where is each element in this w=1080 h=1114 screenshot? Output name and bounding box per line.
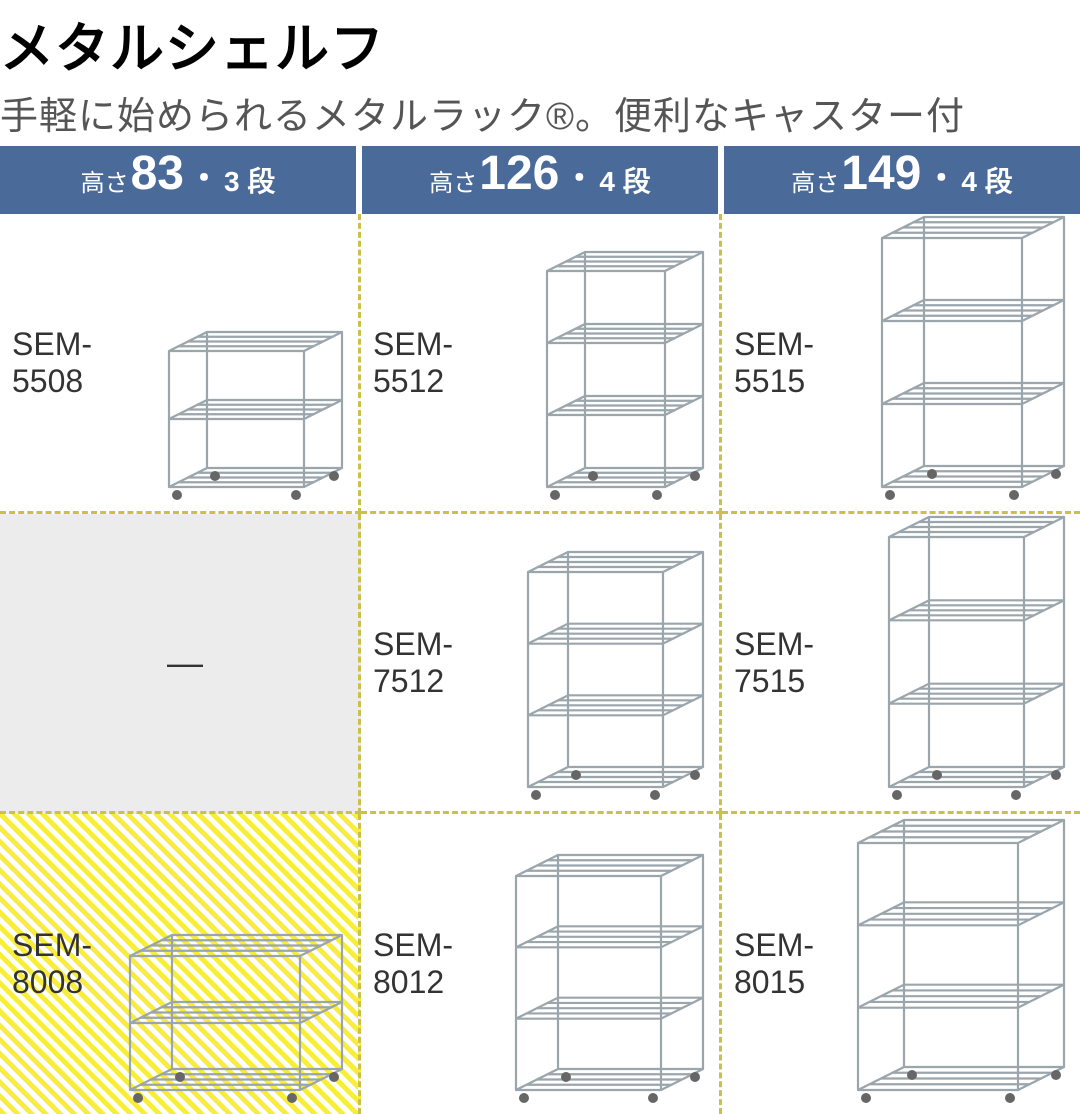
header-height: 126 bbox=[479, 146, 559, 201]
rack-illustration bbox=[885, 513, 1068, 803]
header-tiers: 4 段 bbox=[599, 160, 650, 200]
header-cell-83: 高さ83・3 段 bbox=[0, 146, 356, 214]
rack-illustration bbox=[524, 548, 707, 803]
cell-7515: SEM-7515 bbox=[722, 514, 1080, 814]
grid-header-row: 高さ83・3 段高さ126・4 段高さ149・4 段 bbox=[0, 146, 1080, 214]
page-subtitle: 手軽に始められるメタルラック®。便利なキャスター付 bbox=[0, 83, 1080, 146]
sku-line1: SEM- bbox=[373, 626, 453, 662]
cell-5512: SEM-5512 bbox=[361, 214, 722, 514]
cell-empty: — bbox=[0, 514, 361, 814]
sku-label: SEM-5512 bbox=[373, 326, 453, 400]
sku-line2: 5508 bbox=[12, 363, 83, 399]
header-prefix: 高さ bbox=[429, 163, 477, 198]
header-cell-126: 高さ126・4 段 bbox=[362, 146, 718, 214]
rack-illustration bbox=[512, 851, 707, 1106]
header-cell-149: 高さ149・4 段 bbox=[724, 146, 1080, 214]
sku-label: SEM-5515 bbox=[734, 326, 814, 400]
header-height: 149 bbox=[841, 146, 921, 201]
cell-8015: SEM-8015 bbox=[722, 814, 1080, 1114]
sku-line1: SEM- bbox=[12, 326, 92, 362]
cell-dash: — bbox=[12, 642, 358, 684]
grid-body: SEM-5508SEM-5512SEM-5515—SEM-7512SEM-751… bbox=[0, 214, 1080, 1114]
sku-label: SEM-8008 bbox=[12, 927, 92, 1001]
sku-line2: 7512 bbox=[373, 663, 444, 699]
sku-line2: 8012 bbox=[373, 964, 444, 1000]
sku-line2: 5515 bbox=[734, 363, 805, 399]
sku-line1: SEM- bbox=[734, 626, 814, 662]
sku-line1: SEM- bbox=[12, 927, 92, 963]
sku-line2: 8008 bbox=[12, 964, 83, 1000]
sku-line1: SEM- bbox=[373, 927, 453, 963]
rack-illustration bbox=[854, 816, 1068, 1106]
cell-8012: SEM-8012 bbox=[361, 814, 722, 1114]
rack-illustration bbox=[165, 328, 346, 503]
rack-illustration bbox=[878, 213, 1068, 503]
sku-label: SEM-5508 bbox=[12, 326, 92, 400]
sku-line1: SEM- bbox=[734, 326, 814, 362]
header-tiers: 3 段 bbox=[224, 160, 275, 200]
cell-7512: SEM-7512 bbox=[361, 514, 722, 814]
sku-label: SEM-7512 bbox=[373, 626, 453, 700]
sku-label: SEM-7515 bbox=[734, 626, 814, 700]
grid-row: SEM-8008SEM-8012SEM-8015 bbox=[0, 814, 1080, 1114]
sku-line2: 7515 bbox=[734, 663, 805, 699]
sku-label: SEM-8012 bbox=[373, 927, 453, 1001]
page-title: メタルシェルフ bbox=[0, 0, 1080, 83]
sku-line2: 8015 bbox=[734, 964, 805, 1000]
sku-line1: SEM- bbox=[373, 326, 453, 362]
rack-illustration bbox=[543, 248, 707, 503]
header-prefix: 高さ bbox=[81, 163, 129, 198]
grid-row: SEM-5508SEM-5512SEM-5515 bbox=[0, 214, 1080, 514]
sku-line1: SEM- bbox=[734, 927, 814, 963]
comparison-grid: 高さ83・3 段高さ126・4 段高さ149・4 段 SEM-5508SEM-5… bbox=[0, 146, 1080, 1114]
grid-row: —SEM-7512SEM-7515 bbox=[0, 514, 1080, 814]
sku-label: SEM-8015 bbox=[734, 927, 814, 1001]
cell-5508: SEM-5508 bbox=[0, 214, 361, 514]
cell-8008: SEM-8008 bbox=[0, 814, 361, 1114]
header-tiers: 4 段 bbox=[961, 160, 1012, 200]
sku-line2: 5512 bbox=[373, 363, 444, 399]
cell-5515: SEM-5515 bbox=[722, 214, 1080, 514]
header-height: 83 bbox=[131, 146, 184, 201]
header-prefix: 高さ bbox=[791, 163, 839, 198]
